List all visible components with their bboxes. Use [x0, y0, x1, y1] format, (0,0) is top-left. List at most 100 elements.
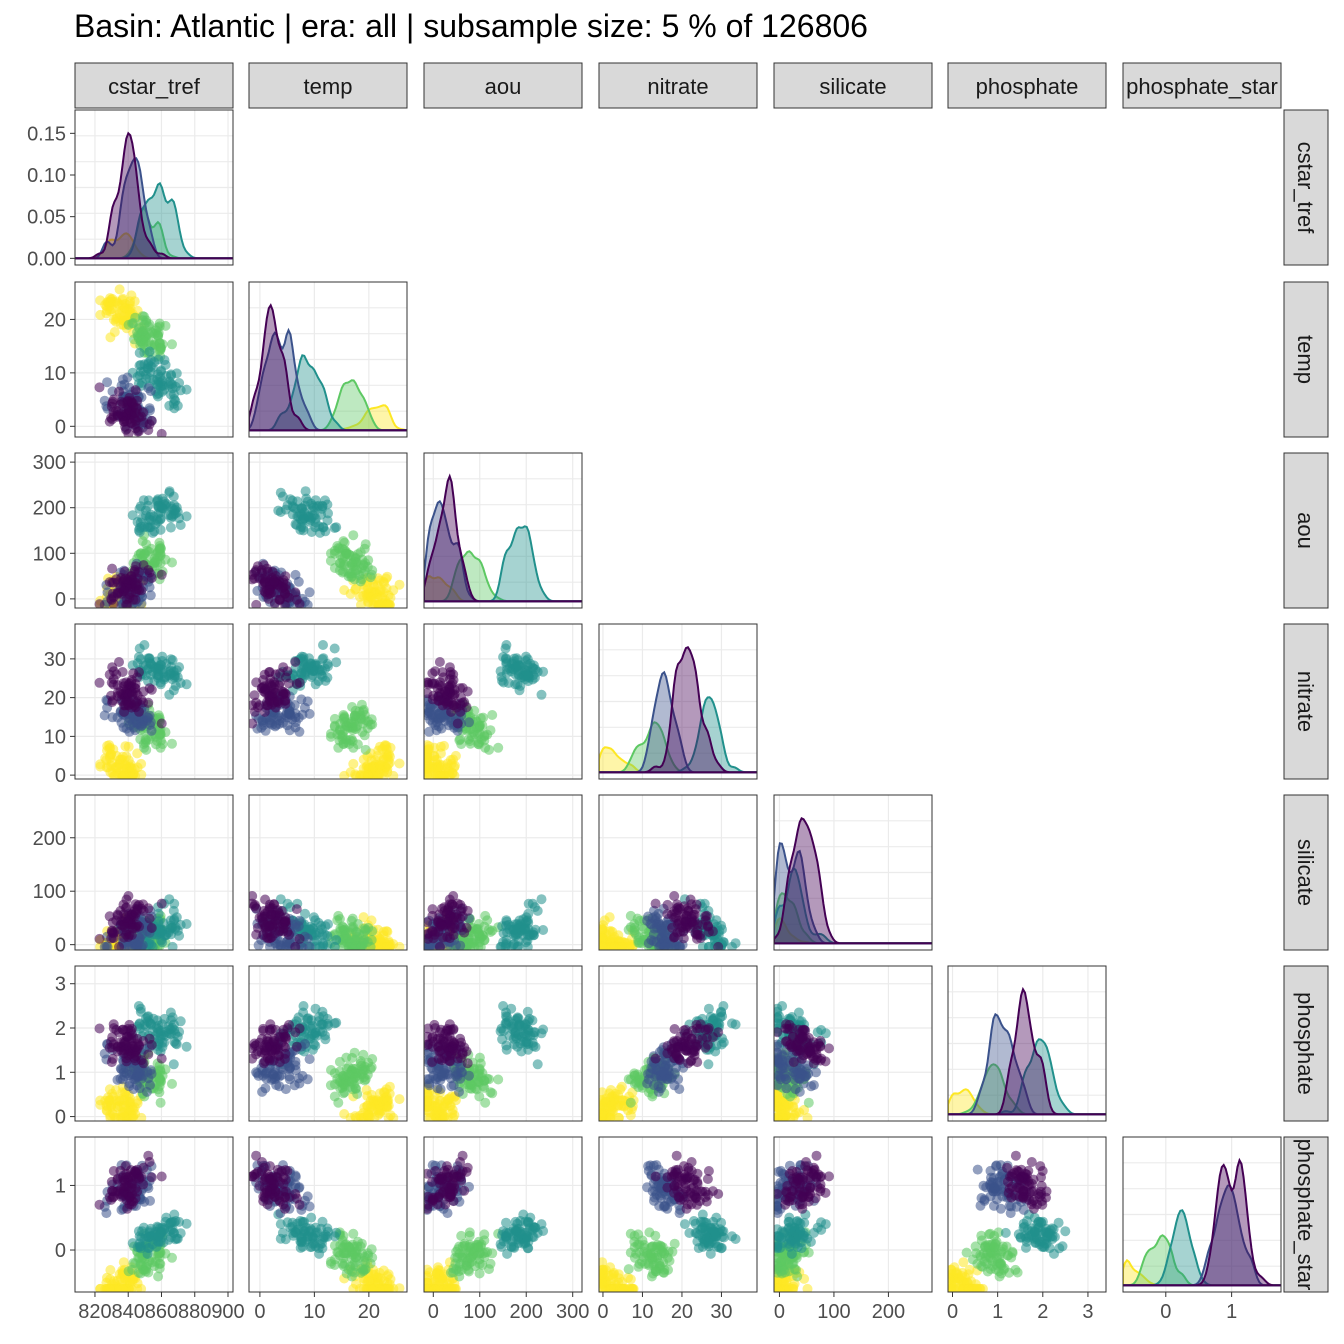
data-point: [434, 657, 445, 667]
data-point: [254, 573, 265, 584]
data-point: [130, 594, 141, 605]
data-point: [170, 1028, 181, 1039]
data-point: [442, 932, 453, 942]
data-point: [501, 1044, 512, 1055]
panel-nitrate-vs-cstar_tref: [74, 623, 234, 780]
data-point: [361, 1085, 372, 1095]
data-point: [99, 395, 110, 406]
panel-border: [74, 794, 234, 951]
data-point: [130, 904, 141, 915]
data-point: [339, 1109, 350, 1119]
data-point: [439, 770, 450, 779]
data-point: [454, 735, 465, 746]
row-strip-label: silicate: [1293, 839, 1318, 906]
row-strip-label: nitrate: [1293, 671, 1318, 732]
data-point: [94, 599, 105, 608]
data-point: [445, 667, 456, 677]
panel-border: [773, 794, 933, 951]
data-point: [304, 941, 315, 950]
data-point: [156, 1053, 167, 1064]
data-point: [249, 700, 258, 711]
panel-marks: [424, 891, 549, 950]
data-point: [114, 941, 124, 950]
data-point: [427, 1057, 438, 1068]
data-point: [520, 1019, 530, 1030]
data-point: [304, 587, 315, 598]
data-point: [146, 684, 157, 695]
data-point: [139, 311, 150, 322]
data-point: [114, 386, 124, 397]
panel-marks: [249, 640, 405, 779]
row-strip-label: aou: [1293, 512, 1318, 549]
panel-border: [248, 281, 408, 438]
panel-marks: [424, 1001, 549, 1121]
row-strip-temp: [1283, 281, 1329, 438]
data-point: [107, 917, 118, 928]
data-point: [702, 921, 713, 932]
data-point: [144, 582, 155, 593]
panel-marks: [599, 1001, 741, 1121]
data-point: [169, 403, 180, 414]
data-point: [320, 921, 331, 932]
data-point: [106, 304, 117, 315]
data-point: [261, 927, 272, 938]
data-point: [449, 912, 459, 923]
data-point: [360, 744, 371, 755]
data-point: [646, 935, 657, 946]
data-point: [424, 917, 433, 928]
data-point: [633, 935, 644, 946]
data-point: [155, 1075, 166, 1086]
data-point: [119, 1111, 130, 1121]
data-point: [730, 938, 741, 949]
data-point: [513, 660, 524, 671]
data-point: [683, 906, 694, 916]
data-point: [358, 590, 369, 601]
data-point: [296, 694, 307, 705]
data-point: [102, 377, 113, 388]
data-point: [146, 923, 157, 933]
data-point: [132, 748, 143, 759]
data-point: [300, 670, 310, 681]
data-point: [360, 539, 371, 550]
data-point: [284, 707, 295, 718]
data-point: [338, 557, 349, 568]
data-point: [357, 1064, 368, 1075]
data-point: [114, 657, 124, 667]
panel-aou-vs-cstar_tref: [74, 452, 234, 609]
data-point: [291, 1041, 302, 1052]
data-point: [153, 916, 164, 927]
row-strip-label: temp: [1293, 335, 1318, 384]
data-point: [495, 1026, 506, 1037]
data-point: [625, 1110, 636, 1121]
data-point: [95, 759, 106, 770]
data-point: [294, 1023, 305, 1034]
data-point: [167, 339, 177, 350]
data-point: [358, 912, 369, 923]
data-point: [375, 586, 385, 597]
data-point: [122, 304, 133, 315]
data-point: [316, 503, 327, 514]
data-point: [249, 690, 260, 701]
data-point: [384, 1081, 395, 1092]
data-point: [108, 770, 119, 779]
data-point: [320, 1034, 331, 1045]
data-point: [480, 1097, 491, 1108]
panel-border: [423, 623, 583, 780]
data-point: [94, 677, 105, 688]
data-point: [155, 735, 166, 746]
data-point: [303, 660, 314, 671]
data-point: [274, 677, 285, 688]
data-point: [672, 899, 682, 910]
data-point: [298, 522, 309, 533]
data-point: [170, 395, 181, 406]
data-point: [166, 513, 177, 523]
data-point: [357, 554, 368, 565]
data-point: [338, 713, 349, 724]
data-point: [352, 932, 363, 942]
data-point: [469, 705, 480, 716]
data-point: [150, 555, 161, 566]
data-point: [464, 717, 474, 728]
data-point: [394, 941, 405, 950]
panel-border: [74, 623, 234, 780]
data-point: [599, 1111, 608, 1121]
